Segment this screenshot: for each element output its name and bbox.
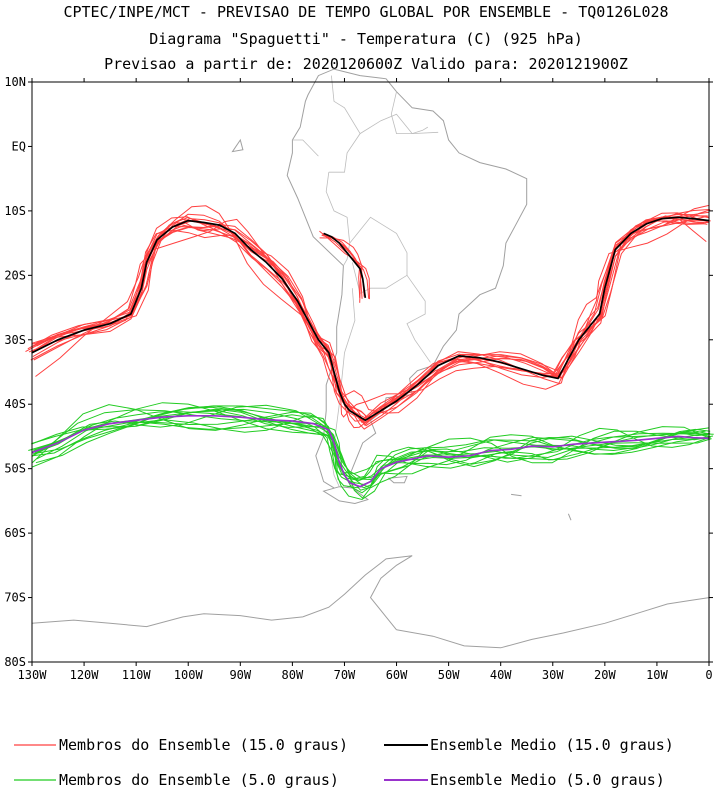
country-border-5 (292, 139, 319, 157)
ensemble-15-member-9 (25, 218, 711, 423)
y-tick-label-6: 50S (4, 462, 26, 476)
y-tick-label-3: 20S (4, 268, 26, 282)
x-tick-label-1: 120W (70, 668, 100, 682)
y-tick-label-7: 60S (4, 526, 26, 540)
landmass-1 (322, 486, 369, 505)
x-tick-label-9: 40W (490, 668, 512, 682)
country-border-0 (328, 113, 439, 173)
ensemble-mean-line-1 (323, 232, 367, 299)
country-border-6 (331, 75, 361, 134)
x-tick-label-3: 100W (174, 668, 204, 682)
x-tick-label-7: 60W (386, 668, 408, 682)
x-tick-label-8: 50W (438, 668, 460, 682)
x-tick-label-0: 130W (18, 668, 48, 682)
y-tick-label-0: 10N (4, 75, 26, 89)
x-tick-label-4: 90W (229, 668, 251, 682)
island-2 (511, 493, 522, 497)
country-border-3 (406, 275, 431, 363)
antarctic-coast-1 (396, 597, 710, 649)
y-tick-label-4: 30S (4, 333, 26, 347)
island-0 (231, 138, 244, 153)
y-tick-label-1: EQ (12, 139, 26, 153)
x-tick-label-2: 110W (122, 668, 152, 682)
x-tick-label-10: 30W (542, 668, 564, 682)
x-tick-label-13: 0 (705, 668, 712, 682)
ensemble-5-member-12 (36, 408, 714, 485)
country-border-1 (325, 172, 351, 266)
x-tick-label-11: 20W (594, 668, 616, 682)
legend: Membros do Ensemble (15.0 graus) Ensembl… (14, 736, 674, 789)
island-1 (387, 475, 408, 484)
x-tick-label-6: 70W (334, 668, 356, 682)
map-background (31, 68, 710, 649)
x-tick-label-5: 80W (282, 668, 304, 682)
plot-frame (31, 81, 710, 663)
ensemble-mean-line-0 (31, 216, 710, 422)
x-tick-label-12: 10W (646, 668, 668, 682)
ensemble-5-member-9 (32, 404, 710, 489)
country-border-7 (390, 91, 429, 134)
ensemble-15-member-11 (30, 209, 710, 430)
chart-title-line-2: Diagrama "Spaguetti" - Temperatura (C) (… (149, 30, 582, 48)
y-tick-label-2: 10S (4, 204, 26, 218)
ensemble-5-member-13 (31, 404, 710, 481)
legend-label-members-5: Membros do Ensemble (5.0 graus) (59, 771, 339, 789)
antarctic-coast-0 (31, 555, 413, 631)
y-tick-label-9: 80S (4, 655, 26, 669)
chart-title-line-1: CPTEC/INPE/MCT - PREVISAO DE TEMPO GLOBA… (63, 3, 668, 21)
island-3 (567, 513, 572, 521)
ensemble-means (31, 216, 710, 488)
ensemble-5-member-10 (34, 411, 712, 489)
y-tick-label-5: 40S (4, 397, 26, 411)
legend-label-members-15: Membros do Ensemble (15.0 graus) (59, 736, 348, 754)
ensemble-15-member-0 (35, 205, 707, 414)
ensemble-mean-line-2 (31, 414, 710, 488)
y-tick-label-8: 70S (4, 591, 26, 605)
chart-title-line-3: Previsao a partir de: 2020120600Z Valido… (104, 55, 628, 73)
legend-label-mean-5: Ensemble Medio (5.0 graus) (430, 771, 665, 789)
legend-label-mean-15: Ensemble Medio (15.0 graus) (430, 736, 674, 754)
